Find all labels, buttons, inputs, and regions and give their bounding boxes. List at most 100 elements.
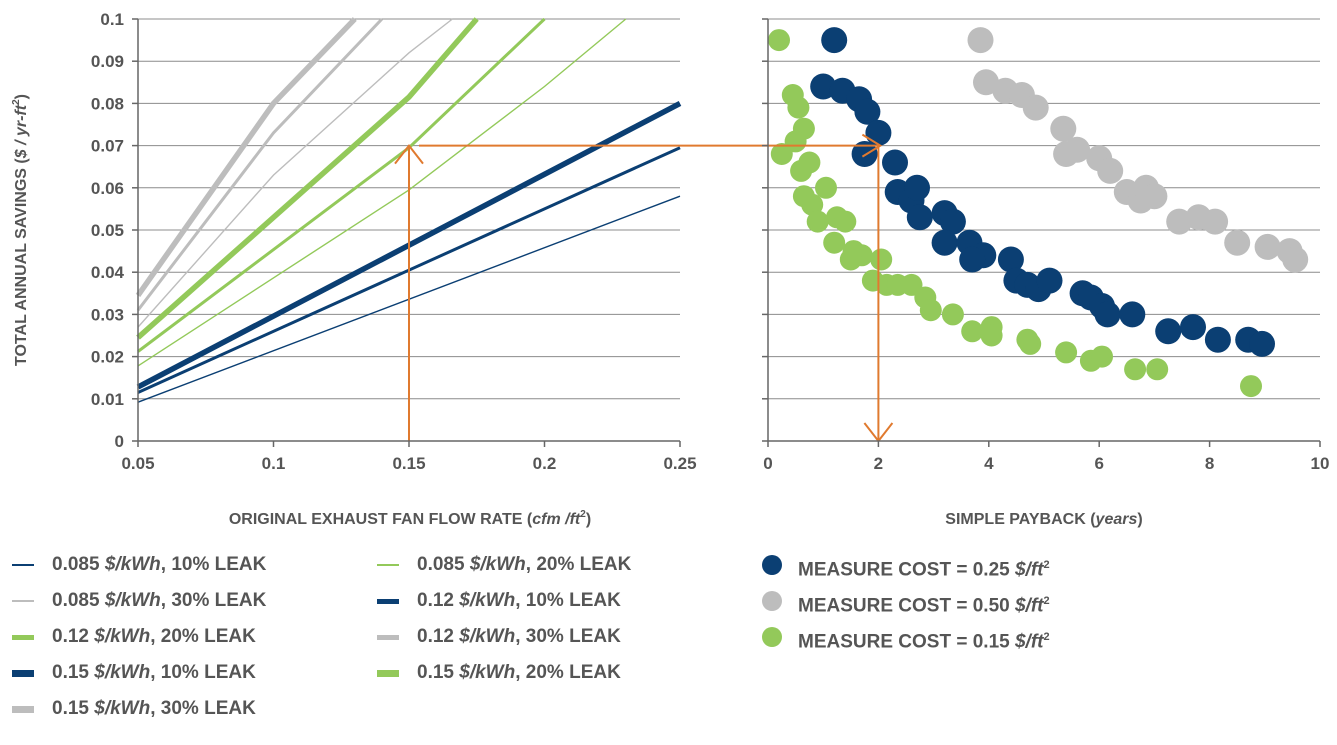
y-tick-label: 0.1 (100, 10, 124, 29)
scatter-point (1055, 341, 1078, 364)
legend-label: 0.12 $/kWh, 20% LEAK (52, 624, 256, 650)
scatter-point (790, 159, 813, 182)
y-tick-label: 0.08 (91, 94, 124, 113)
scatter-point (1254, 233, 1281, 260)
legend-label: 0.12 $/kWh, 30% LEAK (417, 624, 621, 650)
x-tick-label: 0.15 (392, 454, 425, 473)
scatter-point (1202, 208, 1229, 235)
scatter-point (1050, 115, 1077, 142)
scatter-point (1204, 326, 1231, 353)
legend-unit: $/kWh (94, 698, 151, 719)
series-line (137, 18, 627, 367)
scatter-point (904, 174, 930, 201)
left-x-axis-title: ORIGINAL EXHAUST FAN FLOW RATE (cfm /ft2… (229, 509, 591, 528)
scatter-point (823, 231, 846, 254)
legend-swatch (377, 598, 399, 604)
axes (132, 18, 1321, 447)
scatter-point (1141, 183, 1168, 210)
tick-labels: 0 0.01 0.02 0.03 0.04 0.05 0.06 0.07 0.08 0.09 0.1… (91, 10, 1330, 473)
legend-price: 0.15 (52, 698, 95, 719)
x-tick-label: 6 (1094, 454, 1103, 473)
series-line (136, 17, 383, 312)
legend-leak: , 20% LEAK (525, 554, 632, 575)
legend-label: MEASURE COST = 0.50 $/ft2 (798, 588, 1050, 619)
legend-sup: 2 (1043, 631, 1050, 643)
legend-label: MEASURE COST = 0.15 $/ft2 (798, 624, 1050, 655)
scatter-point (1240, 375, 1262, 398)
scatter-point (1064, 136, 1091, 163)
legend-label: MEASURE COST = 0.25 $/ft2 (798, 552, 1050, 583)
y-axis-title: TOTAL ANNUAL SAVINGS ($ / yr-ft2) (11, 94, 30, 366)
scatter-point (980, 324, 1003, 347)
x-tick-label: 2 (874, 454, 883, 473)
legend-unit: $/kWh (104, 554, 161, 575)
legend-swatch (762, 555, 782, 575)
legend-leak: , 20% LEAK (150, 626, 256, 647)
scatter-point (768, 29, 790, 52)
legend-swatch (377, 564, 399, 566)
scatter-point (1091, 345, 1113, 368)
legend-leak: , 30% LEAK (515, 626, 621, 647)
scatter-point (997, 246, 1024, 273)
scatter-point (882, 149, 908, 176)
x-tick-label: 0.05 (121, 454, 154, 473)
y-tick-label: 0.05 (91, 221, 124, 240)
series-line (136, 17, 479, 340)
legend-swatch (12, 669, 34, 677)
legend-leak: , 30% LEAK (160, 590, 267, 611)
legend-cost: MEASURE COST = 0.25 (798, 559, 1015, 581)
legend-price: 0.12 (417, 590, 460, 611)
y-tick-label: 0.07 (91, 137, 124, 156)
x-tick-label: 0.1 (262, 454, 286, 473)
legend-label: 0.15 $/kWh, 20% LEAK (417, 660, 621, 686)
legend-swatch (762, 591, 782, 611)
scatter-point (906, 204, 933, 231)
scatter-point (834, 210, 857, 233)
scatter-point (806, 210, 829, 233)
legend-swatch (12, 564, 34, 566)
scatter-point (1019, 332, 1042, 355)
scatter-point (1036, 267, 1063, 294)
scatter-point (815, 176, 837, 199)
scatter-point (973, 69, 999, 96)
legend-price: 0.085 (52, 554, 105, 575)
legend-swatch (377, 669, 399, 677)
legend-sup: 2 (1043, 559, 1050, 571)
legend-unit: $/kWh (94, 626, 151, 647)
arrow-up-head (394, 143, 424, 165)
scatter-point (851, 141, 878, 167)
series-line (135, 17, 357, 297)
legend-price: 0.085 (417, 554, 470, 575)
legend-unit: $/kWh (94, 662, 151, 683)
y-tick-label: 0.04 (91, 263, 125, 282)
scatter-point (1124, 358, 1147, 381)
legend-label: 0.15 $/kWh, 10% LEAK (52, 660, 256, 686)
scatter-point (1166, 208, 1193, 235)
scatter-point (1022, 94, 1049, 121)
series-line (137, 18, 453, 328)
scatter-point (1224, 229, 1251, 256)
scatter-point (967, 27, 994, 54)
scatter-point (1155, 318, 1182, 345)
arrow-right-head (861, 133, 883, 158)
legend-leak: , 10% LEAK (160, 554, 267, 575)
scatter-point (787, 96, 810, 119)
scatter-point (1097, 157, 1124, 184)
legend-price: 0.15 (52, 662, 95, 683)
legend-leak: , 30% LEAK (150, 698, 256, 719)
x-tick-label: 0 (763, 454, 772, 473)
legend-leak: , 10% LEAK (515, 590, 621, 611)
legend-unit: $/ft (1014, 559, 1044, 581)
legend-swatch (12, 634, 34, 640)
legend-swatch (762, 627, 782, 647)
legend-price: 0.12 (417, 626, 460, 647)
x-tick-label: 10 (1311, 454, 1330, 473)
legend-label: 0.085 $/kWh, 10% LEAK (52, 552, 266, 578)
y-tick-label: 0.09 (91, 52, 124, 71)
legend-leak: , 20% LEAK (515, 662, 621, 683)
legend-cost: MEASURE COST = 0.50 (798, 595, 1015, 617)
scatter-point (1094, 301, 1121, 328)
scatter-point (821, 27, 848, 54)
